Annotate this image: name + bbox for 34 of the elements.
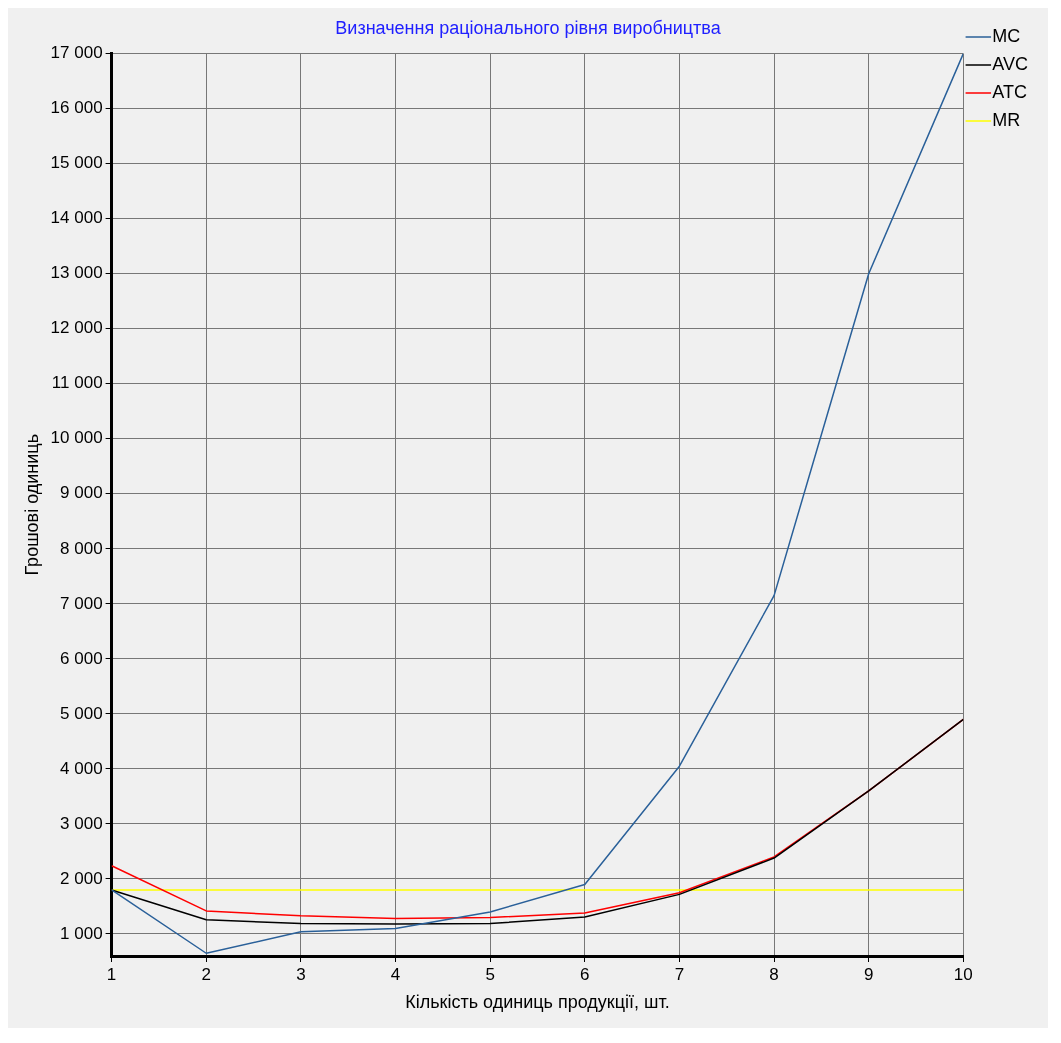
y-tick-label: 8 000	[60, 538, 103, 558]
legend-label: MC	[992, 25, 1021, 46]
x-tick-label: 2	[201, 964, 211, 984]
y-tick-label: 15 000	[50, 153, 103, 173]
y-tick-label: 5 000	[60, 703, 103, 723]
chart-title: Визначення раціонального рівня виробництва	[335, 17, 722, 38]
y-tick-label: 3 000	[60, 813, 103, 833]
x-tick-label: 10	[953, 964, 973, 984]
y-tick-label: 1 000	[60, 923, 103, 943]
x-axis-title: Кількість одиниць продукції, шт.	[405, 992, 670, 1013]
y-tick-label: 16 000	[50, 98, 103, 118]
x-tick-label: 3	[296, 964, 306, 984]
y-tick-label: 10 000	[50, 428, 103, 448]
y-tick-label: 2 000	[60, 868, 103, 888]
legend-label: AVC	[992, 53, 1029, 74]
x-tick-label: 9	[863, 964, 874, 984]
y-tick-label: 11 000	[51, 373, 103, 393]
y-tick-label: 6 000	[60, 648, 103, 668]
x-tick-label: 6	[580, 964, 590, 984]
y-tick-label: 9 000	[60, 483, 103, 503]
y-tick-label: 4 000	[60, 758, 103, 778]
y-tick-label: 12 000	[50, 318, 103, 338]
y-tick-label: 7 000	[60, 593, 103, 613]
x-tick-label: 1	[106, 964, 117, 984]
legend-label: ATC	[992, 81, 1027, 102]
y-axis-title: Грошові одиниць	[21, 433, 42, 576]
x-tick-label: 5	[485, 964, 495, 984]
x-tick-label: 7	[674, 964, 685, 984]
x-tick-label: 8	[769, 964, 779, 984]
x-tick-label: 4	[390, 964, 401, 984]
y-tick-label: 17 000	[50, 43, 103, 63]
y-tick-label: 13 000	[50, 263, 103, 283]
legend-label: MR	[992, 109, 1021, 130]
y-tick-label: 14 000	[50, 208, 103, 228]
